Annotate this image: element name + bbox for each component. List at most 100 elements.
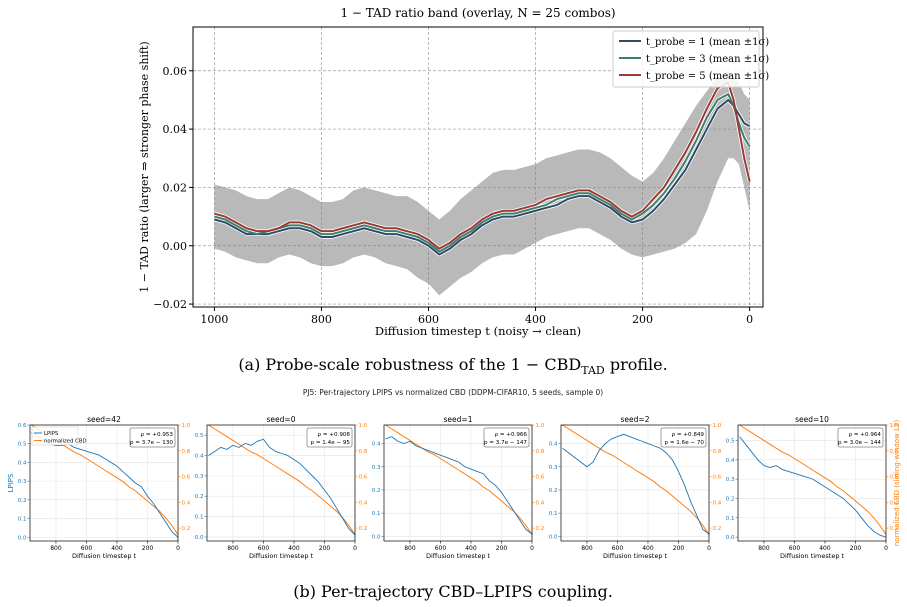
x-tick-label: 0 [884, 545, 888, 552]
y-tick-label-left: 0.0 [549, 534, 558, 540]
x-tick-label: 200 [142, 545, 154, 552]
panel-frame [560, 424, 710, 542]
legend-label: t_probe = 1 (mean ±1σ) [646, 37, 769, 48]
y-tick-label-left: 0.3 [195, 474, 204, 480]
panel-frame [29, 424, 179, 542]
x-axis-label: Diffusion timestep t [426, 552, 491, 560]
x-tick-label: 200 [632, 313, 653, 326]
y-ticks: −0.02 0.00 0.02 0.04 0.06 [153, 65, 193, 311]
suptitle: PJ5: Per-trajectory LPIPS vs normalized … [303, 388, 603, 397]
stats-text: p = 3.0e − 144 [838, 440, 881, 446]
y-tick-label-left: 0.0 [372, 534, 381, 540]
ylabel-cbd: normalized CBD (sliding-window L2) [893, 420, 901, 547]
y-tick-label-left: 0.6 [18, 423, 27, 429]
y-tick-label-right: 0.2 [182, 526, 191, 532]
x-tick-label: 400 [465, 545, 477, 552]
seed-panel: seed=42 800 600 400 200 0 Diffusion timestep t… [18, 415, 191, 560]
y-tick-label-left: 0.2 [195, 494, 204, 500]
y-tick-label-right: 1.0 [359, 423, 368, 429]
stats-text: ρ = +0.953 [141, 432, 174, 438]
y-tick-label-right: 0.6 [890, 475, 899, 481]
y-tick-label-left: 0.5 [726, 438, 735, 444]
x-tick-label: 800 [227, 545, 239, 552]
seed-panel: seed=1 800 600 400 200 0 Diffusion timestep t 0… [372, 415, 545, 560]
x-tick-label: 600 [612, 545, 624, 552]
x-axis-label: Diffusion timestep t [72, 552, 137, 560]
overlay-band [214, 70, 750, 296]
ylabel-lpips: LPIPS [7, 473, 15, 492]
plot-frame [192, 26, 764, 308]
x-axis-label: Diffusion timestep t [780, 552, 845, 560]
lpips-line [31, 432, 179, 538]
y-tick-label-left: 0.2 [549, 488, 558, 494]
y-tick-label-right: 0.6 [713, 475, 722, 481]
y-tick-label-right: 0.2 [713, 526, 722, 532]
seed-panel: seed=10 800 600 400 200 0 Diffusion timestep t… [726, 415, 899, 560]
y-tick-label-left: 0.0 [726, 535, 735, 541]
y-tick-label-left: 0.0 [195, 535, 204, 541]
y-tick-label-left: 0.1 [18, 517, 27, 523]
y-tick-label-right: 1.0 [182, 423, 191, 429]
x-tick-label: 600 [435, 545, 447, 552]
y-tick-label-right: 0.2 [359, 526, 368, 532]
cbd-line [385, 424, 533, 535]
panel-title: seed=1 [444, 415, 473, 424]
x-axis-label: Diffusion timestep t [603, 552, 668, 560]
lpips-line [562, 433, 710, 535]
x-tick-label: 0 [353, 545, 357, 552]
panel-title: seed=10 [795, 415, 829, 424]
seed-panel: seed=0 800 600 400 200 0 Diffusion timestep t 0… [195, 415, 368, 560]
x-tick-label: 600 [258, 545, 270, 552]
legend-label: t_probe = 5 (mean ±1σ) [646, 71, 769, 82]
stats-text: p = 3.7e − 147 [484, 440, 527, 446]
x-tick-label: 0 [530, 545, 534, 552]
y-tick-label: 0.06 [163, 65, 188, 78]
x-tick-label: 600 [789, 545, 801, 552]
seed-panels: seed=42 800 600 400 200 0 Diffusion timestep t… [18, 415, 899, 560]
series-line-1 [214, 98, 751, 256]
y-tick-label-right: 0.4 [713, 500, 722, 506]
stats-text: p = 1.6e − 70 [665, 440, 705, 446]
caption-b: (b) Per-trajectory CBD–LPIPS coupling. [293, 582, 613, 601]
series-lines [213, 80, 752, 257]
y-tick-label: 0.02 [163, 181, 188, 194]
caption-a: (a) Probe-scale robustness of the 1 − CB… [238, 355, 667, 377]
y-tick-label-left: 0.1 [726, 516, 735, 522]
overlay-band-area [214, 70, 750, 296]
stats-box [837, 427, 884, 448]
y-tick-label-right: 0.4 [359, 500, 368, 506]
x-tick-label: 800 [758, 545, 770, 552]
x-tick-label: 600 [81, 545, 93, 552]
y-tick-label-right: 0.8 [182, 449, 191, 455]
stats-box [660, 427, 707, 448]
y-tick-label-left: 0.4 [726, 458, 735, 464]
lpips-line [739, 436, 887, 538]
lpips-line [208, 438, 356, 536]
stats-text: p = 1.4e − 95 [311, 440, 351, 446]
legend-label: t_probe = 3 (mean ±1σ) [646, 54, 769, 65]
stats-text: ρ = +0.908 [318, 432, 351, 438]
panel-legend [31, 426, 79, 446]
y-tick-label-right: 1.0 [890, 423, 899, 429]
y-tick-label-right: 0.4 [536, 500, 545, 506]
x-tick-label: 800 [404, 545, 416, 552]
y-tick-label-right: 0.8 [890, 449, 899, 455]
y-tick-label-right: 0.8 [359, 449, 368, 455]
x-tick-label: 0 [746, 313, 753, 326]
stats-box [129, 427, 176, 448]
panel-title: seed=0 [267, 415, 296, 424]
legend: t_probe = 1 (mean ±1σ) t_probe = 3 (mean … [612, 30, 769, 88]
stats-text: ρ = +0.849 [672, 432, 705, 438]
x-tick-label: 1000 [200, 313, 228, 326]
panel-frame [206, 424, 356, 542]
panel-title: seed=2 [621, 415, 650, 424]
x-axis-label: Diffusion timestep t [249, 552, 314, 560]
panel-frame [383, 424, 533, 542]
y-tick-label-left: 0.2 [18, 498, 27, 504]
y-axis-label: 1 − TAD ratio (larger ⇒ stronger phase s… [138, 41, 151, 292]
y-tick-label-left: 0.3 [726, 477, 735, 483]
legend-label: LPIPS [44, 431, 59, 437]
cbd-line [208, 424, 356, 535]
x-tick-label: 800 [581, 545, 593, 552]
x-tick-label: 200 [673, 545, 685, 552]
